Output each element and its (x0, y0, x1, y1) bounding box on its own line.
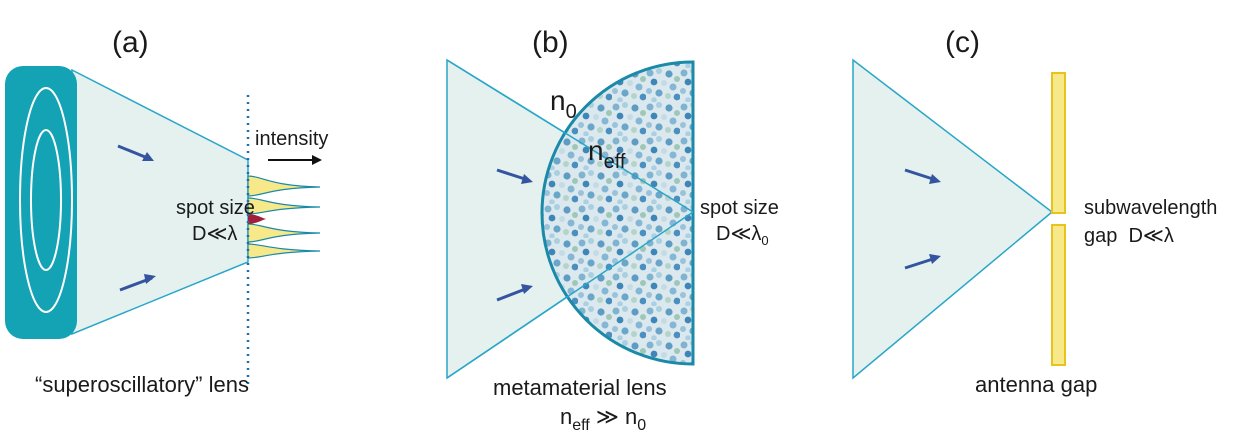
note: subwavelength (1084, 197, 1217, 219)
caption: “superoscillatory” lens (35, 372, 249, 397)
panel-b: (b) n0 neff spot size D≪λ0 metamaterial … (446, 26, 779, 434)
antenna-arm (1051, 224, 1066, 366)
arrow-head (521, 174, 533, 184)
panel-label: (a) (112, 26, 149, 59)
arrow-head (144, 274, 156, 284)
subscript: 0 (761, 233, 768, 248)
center-spot (248, 214, 266, 224)
intensity-peaks (247, 175, 321, 259)
caption: antenna gap (975, 372, 1097, 397)
arrow-head (521, 284, 533, 294)
spot-size: spot size (700, 197, 779, 219)
lhs: n (560, 404, 572, 429)
lens-ring (5, 66, 77, 339)
medium-index: n0 (550, 85, 577, 123)
subscript: eff (572, 417, 590, 434)
intensity-label: intensity (255, 128, 328, 150)
panel-label: (c) (945, 26, 980, 59)
effective-index: neff (588, 135, 626, 173)
symbol: n (550, 85, 566, 116)
caption: metamaterial lens (493, 375, 667, 400)
ray (446, 211, 694, 379)
spot-size: spot size (176, 197, 255, 219)
arrow-head (929, 254, 941, 264)
antenna-arm (1051, 72, 1066, 214)
light-cone (852, 58, 1054, 380)
mid: ≫ n (590, 404, 638, 429)
subscript: eff (604, 151, 626, 173)
panel-label: (b) (532, 26, 569, 59)
panel-c: (c) subwavelength gap D≪λ antenna gap (852, 26, 1217, 397)
subscript: 0 (566, 101, 577, 123)
relation: neff ≫ n0 (560, 404, 646, 434)
lens-ring-inner (30, 129, 62, 271)
arrow-head (142, 152, 154, 161)
ray (446, 59, 694, 213)
arrow-head (929, 174, 941, 184)
main: D≪λ (716, 223, 761, 245)
symbol: n (588, 135, 604, 166)
subscript: 0 (637, 417, 646, 434)
condition: gap D≪λ (1084, 225, 1174, 247)
condition: D≪λ (192, 223, 237, 245)
condition: D≪λ0 (716, 223, 769, 248)
arrow-head (312, 155, 322, 165)
lens-ring-outer (19, 87, 73, 313)
panel-a: (a) intensity spot size D≪λ “superoscill… (5, 26, 328, 397)
